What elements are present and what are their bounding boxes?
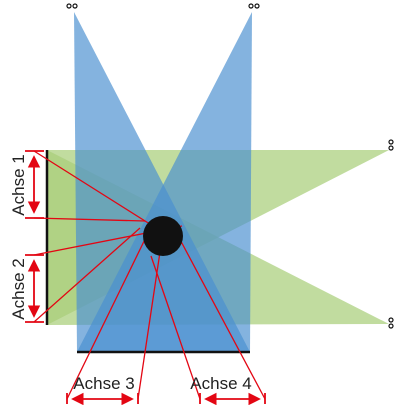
blue-beam-right [77, 12, 252, 352]
ray-axis2-bottom [33, 227, 141, 323]
ray-axis3-left [66, 228, 151, 400]
axis-2-label: Achse 2 [9, 258, 28, 319]
measurement-group [25, 150, 266, 405]
sensor-dots-icon [66, 3, 394, 329]
blue-beam-group [74, 12, 252, 352]
ray-axis4-left [150, 255, 201, 400]
axis-3-label: Achse 3 [73, 374, 134, 393]
red-ray-group [33, 150, 266, 400]
axis-1-label: Achse 1 [9, 154, 28, 215]
ray-axis4-right [175, 231, 266, 400]
ray-axis1-bottom [33, 217, 146, 222]
round-object-icon [143, 216, 183, 256]
axis-4-label: Achse 4 [190, 374, 251, 393]
ray-axis3-right [137, 251, 161, 400]
